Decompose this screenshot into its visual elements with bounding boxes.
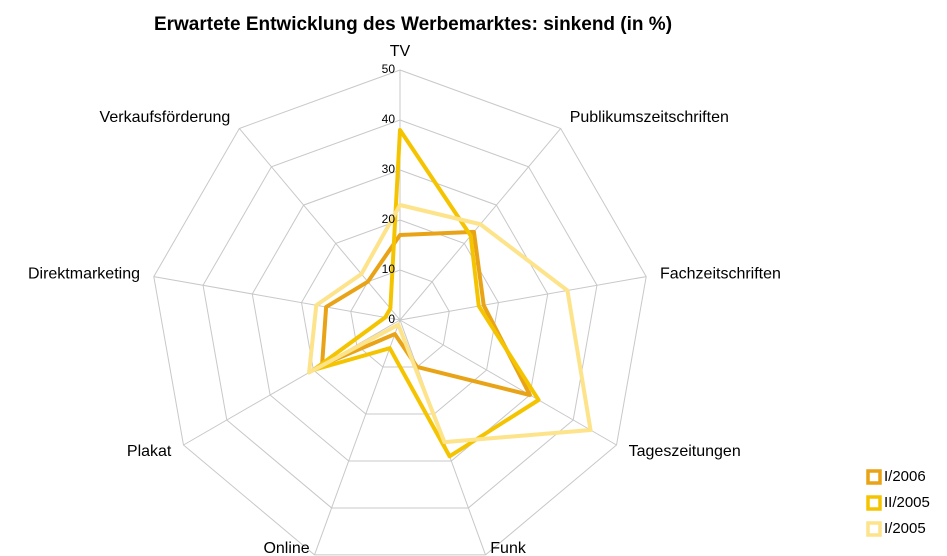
tick-label: 0 bbox=[388, 312, 395, 326]
legend-swatch bbox=[866, 521, 882, 537]
series bbox=[307, 128, 593, 459]
series-line bbox=[307, 203, 593, 445]
grid-ring bbox=[251, 169, 549, 462]
spoke bbox=[314, 319, 401, 556]
category-label: Funk bbox=[490, 540, 527, 556]
spoke bbox=[183, 319, 401, 446]
legend-label: I/2006 bbox=[884, 468, 926, 485]
grid-ring bbox=[153, 69, 647, 556]
legend-label: II/2005 bbox=[884, 494, 930, 511]
tick-label: 40 bbox=[382, 112, 396, 126]
grid-ring bbox=[202, 119, 598, 509]
category-label: Direktmarketing bbox=[28, 265, 140, 282]
tick-label: 30 bbox=[382, 162, 396, 176]
category-label: Verkaufsförderung bbox=[100, 109, 231, 126]
chart-title: Erwartete Entwicklung des Werbemarktes: … bbox=[154, 14, 672, 35]
spoke bbox=[399, 276, 647, 321]
series-line bbox=[311, 128, 541, 459]
category-label: Tageszeitungen bbox=[629, 443, 741, 460]
spoke bbox=[399, 319, 617, 446]
spoke bbox=[238, 128, 401, 321]
legend-label: I/2005 bbox=[884, 520, 926, 537]
series-line bbox=[320, 229, 532, 397]
legend-swatch bbox=[866, 469, 882, 485]
tick-label: 50 bbox=[382, 62, 396, 76]
category-label: Online bbox=[263, 540, 309, 556]
category-label: TV bbox=[390, 43, 411, 60]
grid bbox=[153, 69, 647, 556]
tick-label: 20 bbox=[382, 212, 396, 226]
category-label: Fachzeitschriften bbox=[660, 265, 781, 282]
spoke bbox=[153, 276, 401, 321]
legend-swatch bbox=[866, 495, 882, 511]
tick-label: 10 bbox=[382, 262, 396, 276]
category-label: Publikumszeitschriften bbox=[570, 109, 729, 126]
category-label: Plakat bbox=[127, 443, 172, 460]
labels: 0 10 20 30 40 50 TV Publikumszeitschriften Fachz… bbox=[28, 43, 930, 556]
